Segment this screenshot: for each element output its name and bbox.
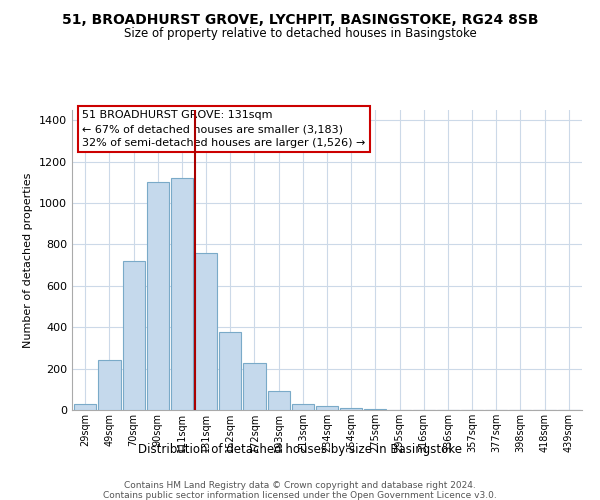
- Y-axis label: Number of detached properties: Number of detached properties: [23, 172, 34, 348]
- Bar: [74, 404, 97, 410]
- Text: Size of property relative to detached houses in Basingstoke: Size of property relative to detached ho…: [124, 28, 476, 40]
- Bar: [219, 332, 241, 410]
- Bar: [364, 409, 386, 410]
- Bar: [292, 404, 314, 410]
- Text: 51 BROADHURST GROVE: 131sqm
← 67% of detached houses are smaller (3,183)
32% of : 51 BROADHURST GROVE: 131sqm ← 67% of det…: [82, 110, 365, 148]
- Text: Contains HM Land Registry data © Crown copyright and database right 2024.: Contains HM Land Registry data © Crown c…: [124, 481, 476, 490]
- Text: Contains public sector information licensed under the Open Government Licence v3: Contains public sector information licen…: [103, 491, 497, 500]
- Bar: [98, 360, 121, 410]
- Bar: [316, 406, 338, 410]
- Text: 51, BROADHURST GROVE, LYCHPIT, BASINGSTOKE, RG24 8SB: 51, BROADHURST GROVE, LYCHPIT, BASINGSTO…: [62, 12, 538, 26]
- Bar: [146, 182, 169, 410]
- Bar: [195, 253, 217, 410]
- Bar: [244, 363, 266, 410]
- Bar: [171, 178, 193, 410]
- Bar: [268, 392, 290, 410]
- Bar: [122, 261, 145, 410]
- Text: Distribution of detached houses by size in Basingstoke: Distribution of detached houses by size …: [138, 442, 462, 456]
- Bar: [340, 408, 362, 410]
